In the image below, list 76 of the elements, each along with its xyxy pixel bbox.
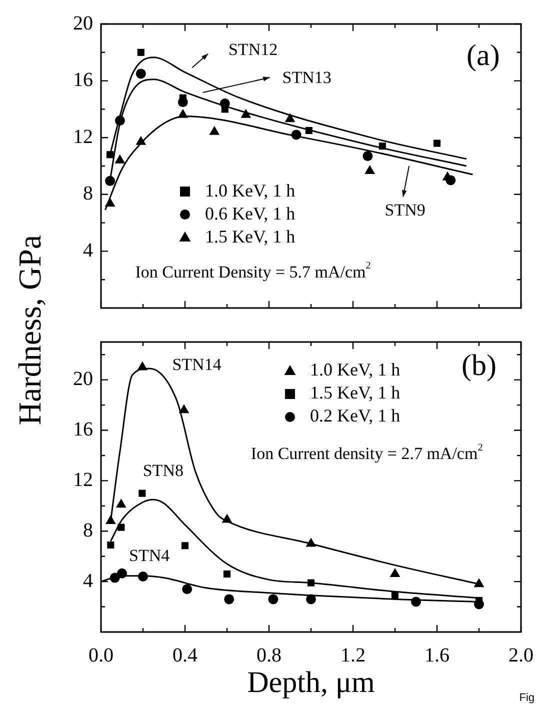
point [411,596,421,607]
x-tick-label: 0.8 [256,644,282,666]
point [446,175,456,186]
legend-label: 1.5 KeV, 1 h [310,382,400,403]
point [223,570,231,578]
point [362,151,373,162]
annotation: STN9 [384,200,426,220]
annotation: (b) [462,349,496,382]
y-tick-label: 8 [83,182,93,205]
point [137,361,148,370]
point [181,542,189,550]
y-axis-title: Hardness, GPa [12,234,48,426]
point [136,136,146,145]
point [105,176,116,186]
point [138,572,148,582]
point [107,541,114,549]
point [114,154,126,164]
legend-label: 0.2 KeV, 1 h [310,406,400,426]
point [116,498,126,508]
x-tick-label: 0.4 [172,644,198,666]
annotation: STN12 [228,40,278,60]
y-tick-label: 20 [73,368,93,390]
x-tick-label: 1.2 [340,644,366,666]
x-tick-label: 1.6 [424,644,450,666]
point [114,116,125,126]
point [178,404,190,414]
annotation: STN8 [142,461,184,480]
legend-label: 1.0 KeV, 1 h [205,180,296,200]
point [182,584,192,594]
point [105,515,116,524]
point [306,594,316,604]
point [364,164,375,174]
point [240,108,252,118]
point [284,113,296,122]
point [378,142,386,150]
point [104,198,116,207]
point [118,524,125,531]
point [222,514,232,523]
point [307,579,315,586]
annotation: STN4 [128,546,170,565]
point [224,594,234,604]
legend-label: 1.5 KeV, 1 h [205,226,296,246]
point [433,140,441,147]
x-tick-label: 0.0 [88,644,114,666]
point [106,151,114,158]
annotation: (a) [466,39,500,72]
point [136,68,146,79]
annotation: STN13 [282,68,332,87]
annotation: STN14 [172,355,222,374]
legend-label: 1.0 KeV, 1 h [310,360,400,380]
point [390,568,400,577]
point [138,490,146,497]
y-tick-label: 16 [73,418,93,441]
point [209,126,220,135]
point [137,48,144,56]
y-tick-label: 12 [73,126,93,148]
point [110,572,120,583]
point [117,568,127,578]
y-tick-label: 8 [83,519,93,542]
point [291,130,302,140]
y-tick-label: 16 [73,69,93,92]
x-tick-label: 2.0 [508,644,534,666]
point [268,594,278,604]
point [221,106,228,113]
point [474,578,484,588]
y-tick-label: 4 [83,570,93,592]
point [305,126,312,134]
y-tick-label: 20 [73,12,93,34]
point [391,592,399,599]
point [306,538,316,547]
legend-label: 0.6 KeV, 1 h [205,203,296,224]
point [178,108,188,118]
y-tick-label: 4 [83,239,93,262]
x-axis-title: Depth, μm [247,666,375,699]
y-tick-label: 12 [73,468,93,491]
text: Fig [519,692,535,704]
